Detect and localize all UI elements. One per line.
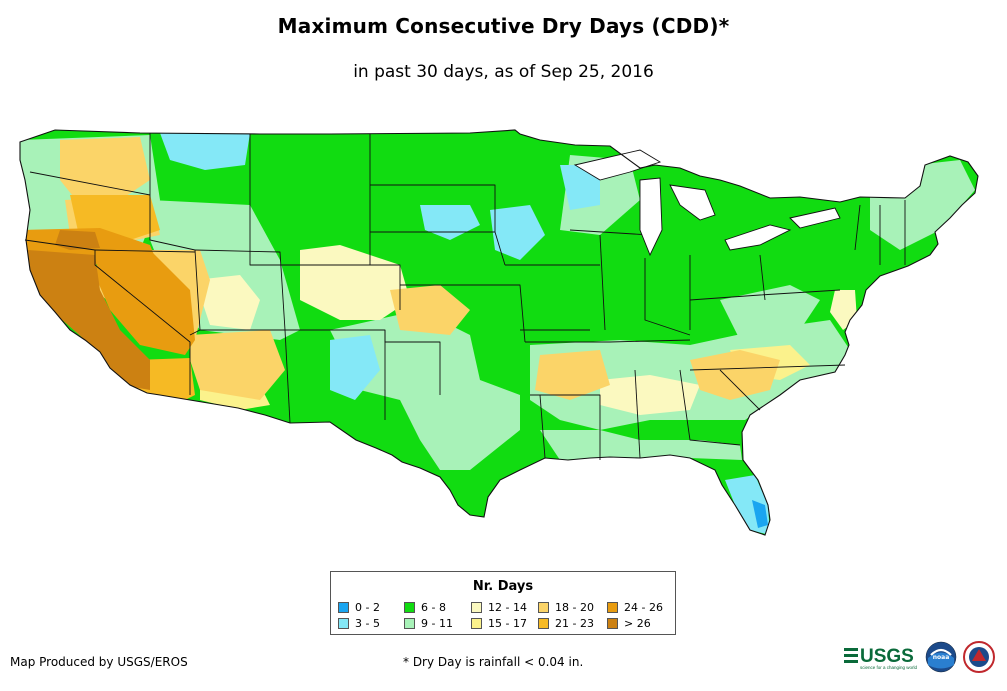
legend-swatch [404, 618, 415, 629]
dry-day-footnote: * Dry Day is rainfall < 0.04 in. [403, 655, 584, 669]
usgs-tagline: science for a changing world [860, 665, 918, 670]
legend-label: 0 - 2 [355, 601, 380, 614]
legend-swatch [471, 618, 482, 629]
legend-label: 3 - 5 [355, 617, 380, 630]
legend-item: 3 - 5 [338, 618, 380, 630]
legend-label: 18 - 20 [555, 601, 594, 614]
usgs-logo-text: USGS [860, 646, 914, 667]
legend-item: 21 - 23 [538, 618, 594, 630]
legend-swatch [607, 602, 618, 613]
legend-label: 21 - 23 [555, 617, 594, 630]
map-subtitle: in past 30 days, as of Sep 25, 2016 [353, 62, 654, 82]
legend-label: 24 - 26 [624, 601, 663, 614]
map-title: Maximum Consecutive Dry Days (CDD)* [277, 14, 730, 38]
noaa-logo-text: noaa [933, 654, 950, 661]
legend-label: 12 - 14 [488, 601, 527, 614]
legend-swatch [538, 618, 549, 629]
nws-logo [963, 641, 995, 673]
legend-item: 15 - 17 [471, 618, 527, 630]
legend-item: 0 - 2 [338, 602, 380, 614]
legend-swatch [338, 618, 349, 629]
legend-item: 6 - 8 [404, 602, 446, 614]
legend-item: > 26 [607, 618, 651, 630]
noaa-logo: noaa [925, 641, 957, 673]
legend-swatch [404, 602, 415, 613]
legend-item: 18 - 20 [538, 602, 594, 614]
legend-label: 15 - 17 [488, 617, 527, 630]
legend-item: 9 - 11 [404, 618, 453, 630]
usgs-logo: USGS science for a changing world [844, 646, 918, 670]
legend-swatch [471, 602, 482, 613]
legend-item: 12 - 14 [471, 602, 527, 614]
legend-label: 9 - 11 [421, 617, 453, 630]
legend-swatch [538, 602, 549, 613]
legend-swatch [607, 618, 618, 629]
legend-item: 24 - 26 [607, 602, 663, 614]
legend-swatch [338, 602, 349, 613]
legend-label: > 26 [624, 617, 651, 630]
legend: Nr. Days 0 - 2 3 - 5 6 - 8 9 - 11 12 - 14 15 … [330, 571, 676, 635]
map-credit: Map Produced by USGS/EROS [10, 655, 188, 669]
legend-title: Nr. Days [472, 579, 534, 594]
legend-label: 6 - 8 [421, 601, 446, 614]
